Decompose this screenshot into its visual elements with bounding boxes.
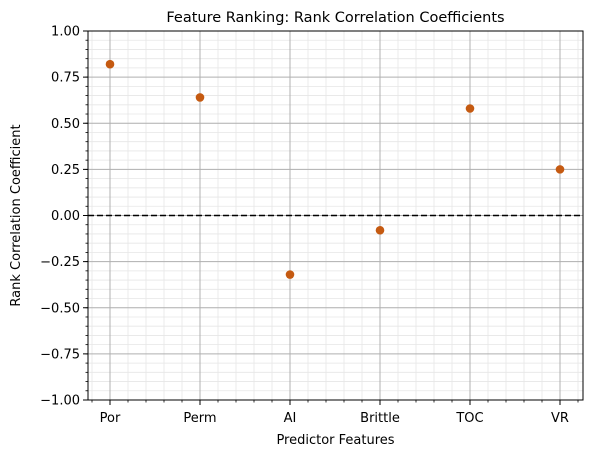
x-axis-label: Predictor Features <box>276 433 394 448</box>
x-tick-label-perm: Perm <box>183 411 216 426</box>
y-tick-label: 0.50 <box>51 117 80 132</box>
y-tick-label: 0.00 <box>51 209 80 224</box>
data-point-ai <box>285 270 295 279</box>
x-tick-label-ai: AI <box>284 411 297 426</box>
y-tick-label: −0.50 <box>40 301 80 316</box>
data-point-brittle <box>375 225 385 235</box>
y-tick-label: −0.75 <box>40 347 80 362</box>
y-axis-ticks: −1.00 −0.75 −0.50 −0.25 0.00 0.25 0.50 0.75 1.00 <box>40 25 88 409</box>
x-tick-label-toc: TOC <box>455 411 483 426</box>
x-tick-label-brittle: Brittle <box>360 411 400 426</box>
y-tick-label: 0.25 <box>51 163 80 178</box>
x-tick-label-por: Por <box>100 411 121 426</box>
y-tick-label: −1.00 <box>40 394 80 409</box>
y-tick-label: 1.00 <box>51 25 80 40</box>
x-axis-ticks: Por Perm AI Brittle TOC VR <box>91 400 579 426</box>
data-point-toc <box>465 104 475 113</box>
x-tick-label-vr: VR <box>551 411 569 426</box>
data-point-perm <box>195 93 205 102</box>
data-points <box>105 59 565 279</box>
y-axis-label: Rank Correlation Coefficient <box>9 124 24 306</box>
data-point-vr <box>555 165 565 174</box>
data-point-por <box>105 59 115 69</box>
chart-title: Feature Ranking: Rank Correlation Coeffi… <box>166 10 504 26</box>
y-tick-label: 0.75 <box>51 71 80 86</box>
y-tick-label: −0.25 <box>40 255 80 270</box>
